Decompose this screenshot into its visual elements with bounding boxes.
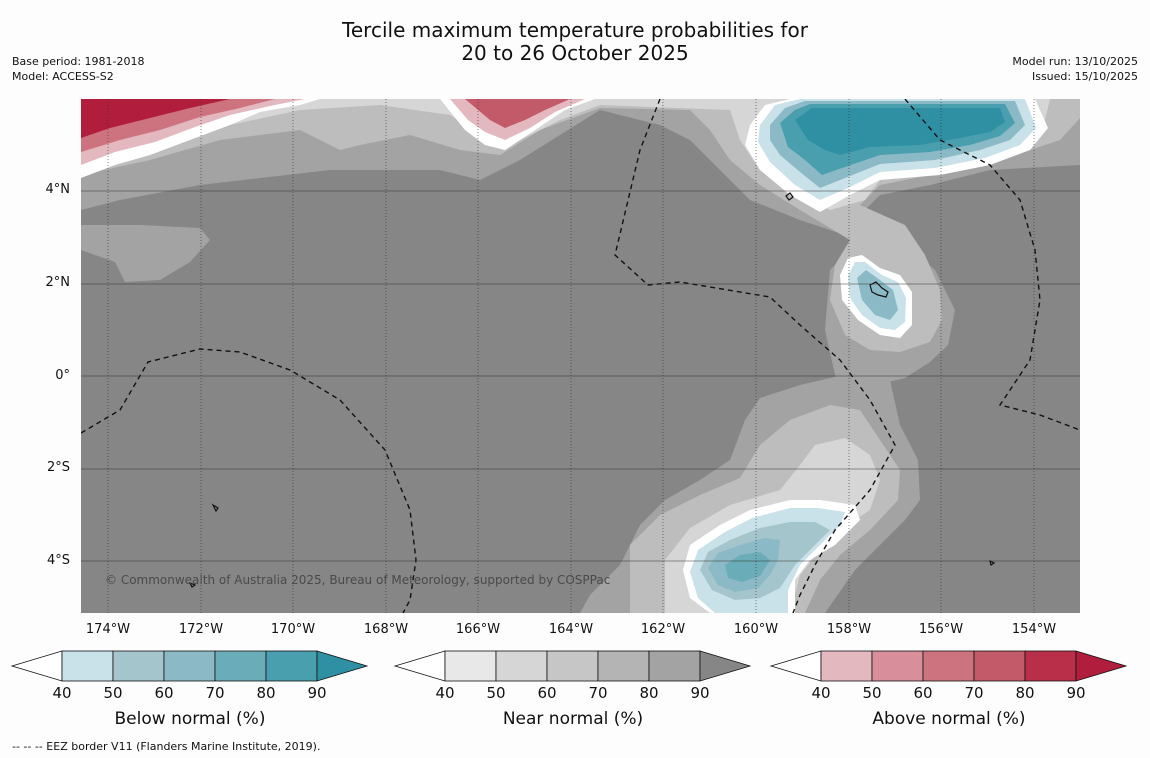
colorbar-below-title: Below normal (%) bbox=[114, 709, 266, 729]
colorbar-above-tick-70: 70 bbox=[964, 684, 984, 702]
near-normal-patch-west bbox=[81, 225, 210, 282]
colorbar-near-seg-5 bbox=[648, 650, 701, 682]
colorbar-above-tick-50: 50 bbox=[862, 684, 882, 702]
colorbar-below-tick-90: 90 bbox=[307, 684, 327, 702]
lon-label-156W: 156°W bbox=[918, 622, 964, 637]
island-2 bbox=[869, 281, 889, 298]
meta-right: Model run: 13/10/2025 Issued: 15/10/2025 bbox=[1012, 54, 1138, 84]
colorbar-near-seg-3 bbox=[546, 650, 599, 682]
colorbar-near-tick-50: 50 bbox=[486, 684, 506, 702]
colorbar-below-tick-80: 80 bbox=[256, 684, 276, 702]
lon-label-154W: 154°W bbox=[1011, 622, 1057, 637]
colorbar-below-seg-2 bbox=[112, 650, 165, 682]
base-period-text: Base period: 1981-2018 bbox=[12, 55, 145, 68]
colorbar-near-seg-2 bbox=[495, 650, 548, 682]
lat-label-2N: 2°N bbox=[45, 275, 71, 290]
colorbar-below-seg-3 bbox=[163, 650, 216, 682]
colorbar-near-tick-60: 60 bbox=[537, 684, 557, 702]
colorbar-near bbox=[393, 650, 752, 682]
colorbar-above-seg-2 bbox=[871, 650, 924, 682]
colorbar-above-seg-4 bbox=[973, 650, 1026, 682]
colorbar-near-max-arrow bbox=[699, 650, 752, 682]
colorbar-above-max-arrow bbox=[1075, 650, 1128, 682]
lon-label-162W: 162°W bbox=[640, 622, 686, 637]
eez-border-west bbox=[81, 348, 417, 613]
colorbar-below-tick-60: 60 bbox=[154, 684, 174, 702]
lon-label-170W: 170°W bbox=[270, 622, 316, 637]
colorbar-near-seg-1 bbox=[444, 650, 497, 682]
colorbars bbox=[10, 650, 1128, 682]
copyright-notice: © Commonwealth of Australia 2025, Bureau… bbox=[105, 573, 611, 587]
below-normal-70-south bbox=[725, 552, 770, 582]
lat-label-4S: 4°S bbox=[46, 553, 70, 568]
island-1 bbox=[785, 192, 794, 201]
map-title-line2: 20 to 26 October 2025 bbox=[461, 41, 689, 65]
colorbar-above bbox=[769, 650, 1128, 682]
lon-label-158W: 158°W bbox=[826, 622, 872, 637]
colorbar-near-tick-90: 90 bbox=[690, 684, 710, 702]
lat-label-2S: 2°S bbox=[46, 460, 70, 475]
colorbar-near-min-arrow bbox=[393, 650, 446, 682]
issued-text: Issued: 15/10/2025 bbox=[1031, 70, 1138, 83]
lon-label-160W: 160°W bbox=[733, 622, 779, 637]
map-field bbox=[81, 99, 1080, 613]
map-title-line1: Tercile maximum temperature probabilitie… bbox=[342, 18, 808, 42]
above-normal-70-2 bbox=[465, 99, 570, 128]
lat-label-4N: 4°N bbox=[45, 182, 71, 197]
islands bbox=[188, 192, 996, 588]
island-3 bbox=[211, 503, 219, 513]
lon-label-166W: 166°W bbox=[455, 622, 501, 637]
colorbar-below-tick-40: 40 bbox=[52, 684, 72, 702]
meta-left: Base period: 1981-2018 Model: ACCESS-S2 bbox=[12, 54, 144, 84]
colorbar-below-max-arrow bbox=[316, 650, 369, 682]
colorbar-above-seg-3 bbox=[922, 650, 975, 682]
colorbar-below-seg-4 bbox=[214, 650, 267, 682]
eez-border-east bbox=[904, 99, 1080, 431]
colorbar-below-tick-70: 70 bbox=[205, 684, 225, 702]
graticule bbox=[81, 190, 1080, 562]
colorbar-below-min-arrow bbox=[10, 650, 63, 682]
colorbar-below bbox=[10, 650, 369, 682]
colorbar-above-tick-40: 40 bbox=[811, 684, 831, 702]
colorbar-below-seg-1 bbox=[61, 650, 114, 682]
colorbar-near-tick-40: 40 bbox=[435, 684, 455, 702]
colorbar-above-title: Above normal (%) bbox=[872, 709, 1026, 729]
colorbar-above-tick-60: 60 bbox=[913, 684, 933, 702]
colorbar-below-seg-5 bbox=[265, 650, 318, 682]
eez-borders bbox=[81, 99, 1080, 613]
colorbar-above-seg-5 bbox=[1024, 650, 1077, 682]
below-normal-90-ne bbox=[795, 108, 1005, 155]
colorbar-near-seg-4 bbox=[597, 650, 650, 682]
eez-border-central bbox=[614, 99, 896, 613]
colorbar-above-seg-1 bbox=[820, 650, 873, 682]
lon-label-164W: 164°W bbox=[548, 622, 594, 637]
colorbar-below-tick-50: 50 bbox=[103, 684, 123, 702]
probability-map bbox=[81, 99, 1080, 613]
colorbar-near-tick-80: 80 bbox=[639, 684, 659, 702]
above-normal-90 bbox=[81, 99, 230, 138]
model-run-text: Model run: 13/10/2025 bbox=[1012, 55, 1138, 68]
colorbar-above-tick-90: 90 bbox=[1066, 684, 1086, 702]
colorbar-above-min-arrow bbox=[769, 650, 822, 682]
colorbar-near-title: Near normal (%) bbox=[502, 709, 644, 729]
colorbar-above-tick-80: 80 bbox=[1015, 684, 1035, 702]
lon-label-174W: 174°W bbox=[85, 622, 131, 637]
lon-label-168W: 168°W bbox=[363, 622, 409, 637]
island-5 bbox=[188, 581, 197, 588]
lon-label-172W: 172°W bbox=[178, 622, 224, 637]
eez-footnote: -- -- -- EEZ border V11 (Flanders Marine… bbox=[12, 740, 321, 753]
colorbar-near-tick-70: 70 bbox=[588, 684, 608, 702]
lat-label-0: 0° bbox=[55, 368, 70, 383]
model-text: Model: ACCESS-S2 bbox=[12, 70, 114, 83]
island-4 bbox=[989, 559, 996, 566]
